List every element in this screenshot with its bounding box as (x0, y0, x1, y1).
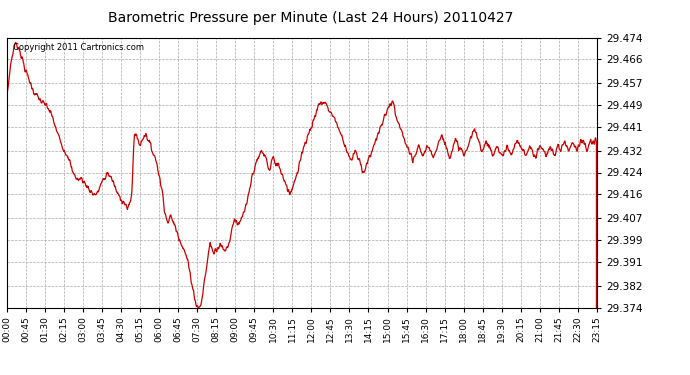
Text: Barometric Pressure per Minute (Last 24 Hours) 20110427: Barometric Pressure per Minute (Last 24 … (108, 11, 513, 25)
Text: Copyright 2011 Cartronics.com: Copyright 2011 Cartronics.com (13, 43, 144, 52)
